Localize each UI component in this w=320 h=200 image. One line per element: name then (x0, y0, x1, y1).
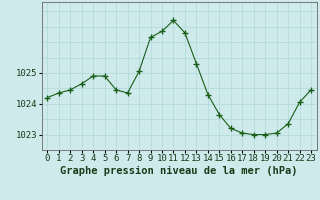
X-axis label: Graphe pression niveau de la mer (hPa): Graphe pression niveau de la mer (hPa) (60, 166, 298, 176)
